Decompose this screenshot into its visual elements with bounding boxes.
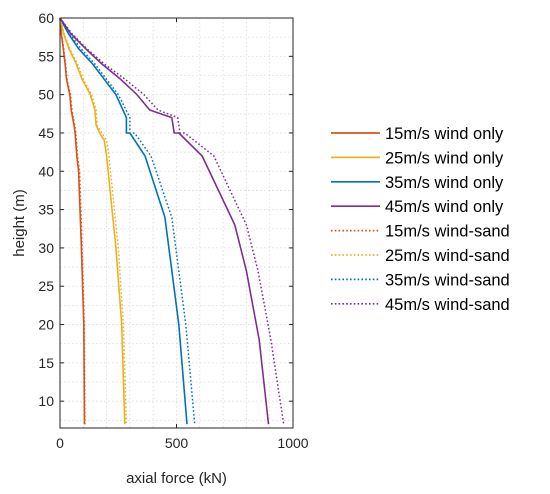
y-tick-label: 20 [38, 317, 54, 333]
y-axis-label: height (m) [11, 189, 28, 257]
series-line-8 [59, 17, 285, 425]
y-tick-label: 30 [38, 240, 54, 256]
series-line-3 [59, 17, 188, 425]
x-tick-label: 500 [165, 435, 189, 451]
x-tick-label: 1000 [277, 435, 308, 451]
series-line-4 [59, 17, 270, 425]
y-tick-label: 55 [38, 48, 54, 64]
legend-label-2: 25m/s wind only [385, 149, 504, 167]
series-line-2 [59, 17, 126, 425]
y-tick-label: 50 [38, 87, 54, 103]
legend-label-1: 15m/s wind only [385, 125, 504, 143]
y-tick-label: 60 [38, 10, 54, 26]
legend-label-3: 35m/s wind only [385, 174, 504, 192]
y-tick-label: 25 [38, 278, 54, 294]
legend: 15m/s wind only 25m/s wind only 35m/s wind… [331, 125, 510, 314]
series-lines [59, 17, 285, 425]
x-axis-label: axial force (kN) [126, 470, 227, 487]
y-tick-label: 15 [38, 355, 54, 371]
y-tick-label: 35 [38, 202, 54, 218]
y-tick-label: 40 [38, 163, 54, 179]
series-line-7 [59, 17, 196, 425]
legend-label-7: 35m/s wind-sand [385, 271, 510, 289]
y-tick-label: 45 [38, 125, 54, 141]
x-tick-label: 0 [56, 435, 64, 451]
y-tick-label: 10 [38, 393, 54, 409]
series-line-1 [59, 17, 86, 425]
legend-label-6: 25m/s wind-sand [385, 247, 510, 265]
legend-label-4: 45m/s wind only [385, 198, 504, 216]
axis-ticks: 0 500 1000 10 15 20 25 30 35 40 45 50 55 60 [38, 10, 308, 451]
legend-label-8: 45m/s wind-sand [385, 296, 510, 314]
legend-label-5: 15m/s wind-sand [385, 223, 510, 241]
series-line-6 [59, 17, 128, 425]
